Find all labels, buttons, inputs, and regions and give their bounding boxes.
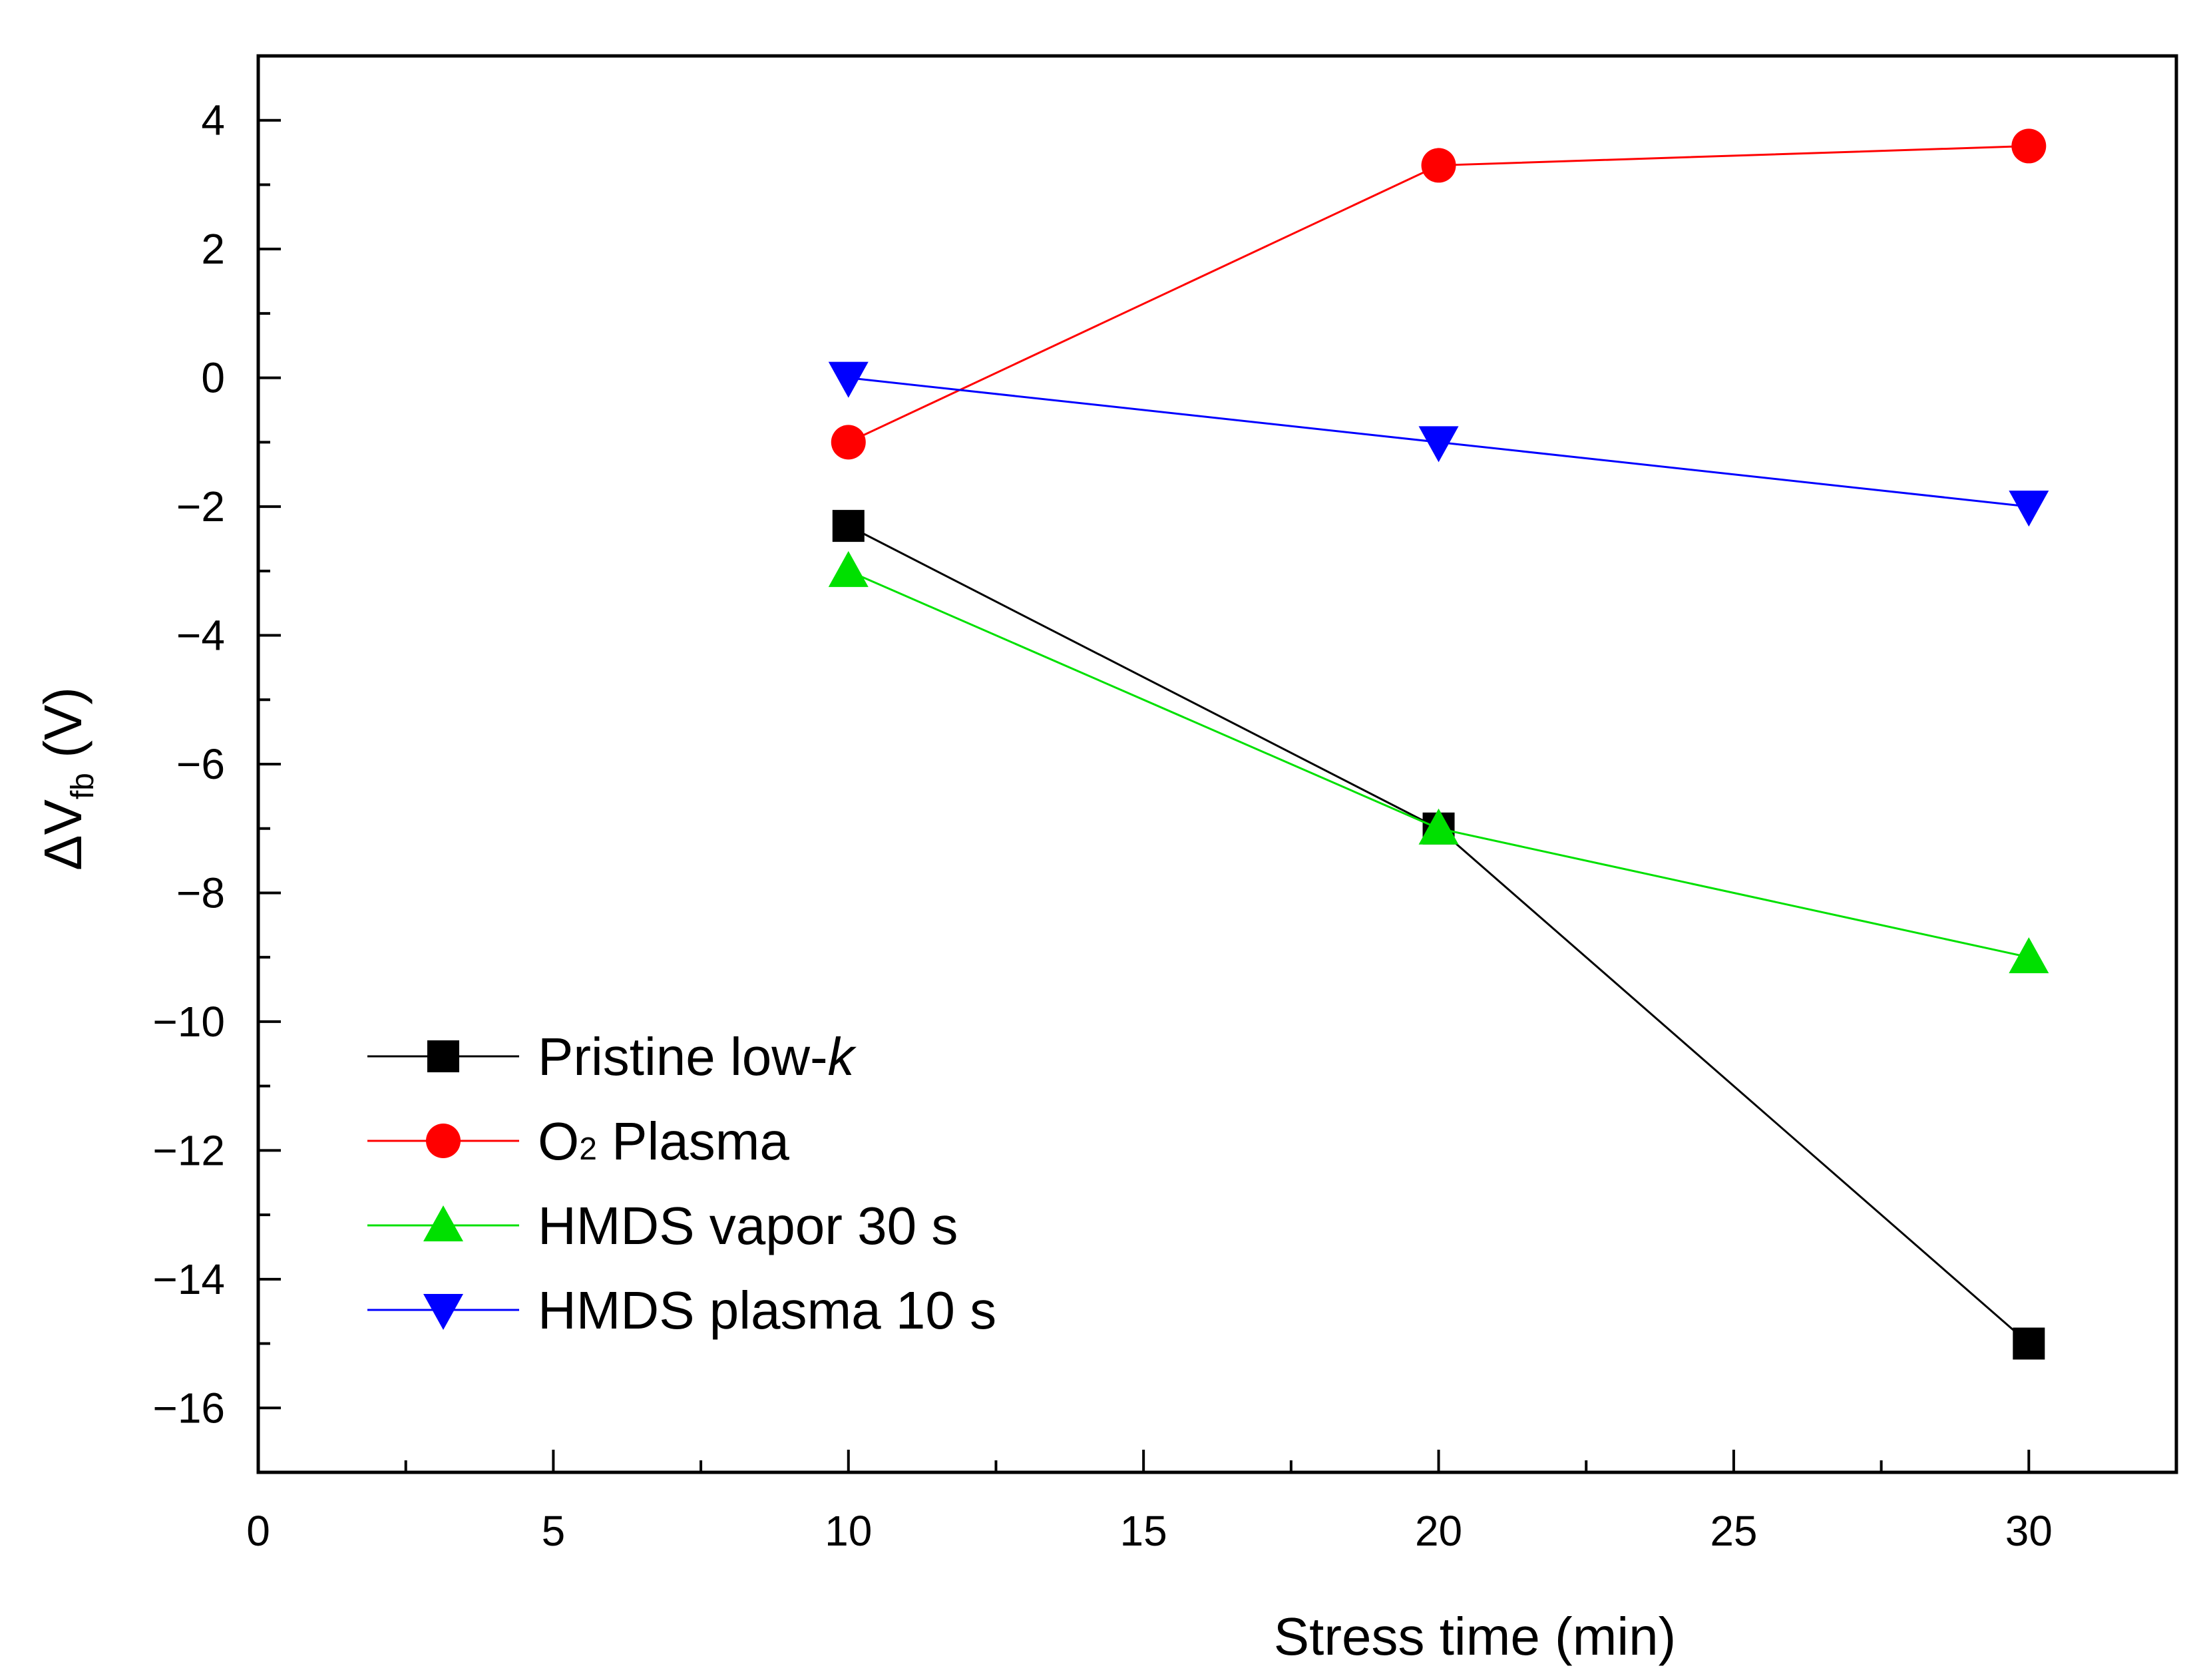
y-tick-label: 2: [201, 225, 225, 273]
legend-label-hmds-plasma-10-s: HMDS plasma 10 s: [538, 1281, 996, 1340]
data-point-hmds-vapor-30-s: [828, 550, 869, 587]
legend-label-o2-plasma: O2 Plasma: [538, 1112, 789, 1171]
data-point-o2-plasma: [1421, 148, 1456, 183]
x-tick-label: 15: [1120, 1507, 1167, 1555]
legend-marker-hmds-plasma-10-s: [423, 1294, 463, 1330]
y-tick-label: −8: [176, 869, 225, 917]
data-point-hmds-vapor-30-s: [2009, 937, 2049, 974]
y-tick-label: −10: [152, 998, 225, 1046]
legend-label-pristine-low-k: Pristine low-k: [538, 1027, 857, 1086]
y-tick-label: −4: [176, 612, 225, 660]
y-tick-label: 0: [201, 354, 225, 402]
x-tick-label: 5: [542, 1507, 566, 1555]
series-line-hmds-vapor-30-s: [848, 570, 2029, 958]
data-point-pristine-low-k: [832, 510, 865, 542]
y-tick-label: −12: [152, 1126, 225, 1174]
data-point-hmds-plasma-10-s: [2009, 491, 2049, 527]
y-tick-label: −6: [176, 740, 225, 788]
data-point-hmds-plasma-10-s: [1418, 426, 1459, 463]
data-point-hmds-plasma-10-s: [828, 361, 869, 398]
y-axis-title: ΔVfb (V): [33, 687, 100, 871]
data-point-pristine-low-k: [2013, 1327, 2045, 1360]
x-tick-label: 25: [1710, 1507, 1757, 1555]
y-tick-label: 4: [201, 97, 225, 144]
legend-marker-pristine-low-k: [427, 1040, 459, 1072]
y-tick-label: −16: [152, 1384, 225, 1432]
x-tick-label: 20: [1415, 1507, 1462, 1555]
data-point-o2-plasma: [2011, 128, 2047, 164]
x-tick-label: 10: [825, 1507, 872, 1555]
data-point-o2-plasma: [831, 425, 866, 460]
legend-label-hmds-vapor-30-s: HMDS vapor 30 s: [538, 1196, 958, 1255]
x-axis-title: Stress time (min): [1274, 1607, 1677, 1666]
data-point-hmds-vapor-30-s: [1418, 808, 1459, 845]
legend-marker-hmds-vapor-30-s: [423, 1205, 463, 1241]
x-tick-label: 30: [2005, 1507, 2053, 1555]
x-tick-label: 0: [246, 1507, 270, 1555]
y-tick-label: −2: [176, 483, 225, 530]
legend-marker-o2-plasma: [426, 1124, 461, 1158]
y-tick-label: −14: [152, 1255, 225, 1303]
